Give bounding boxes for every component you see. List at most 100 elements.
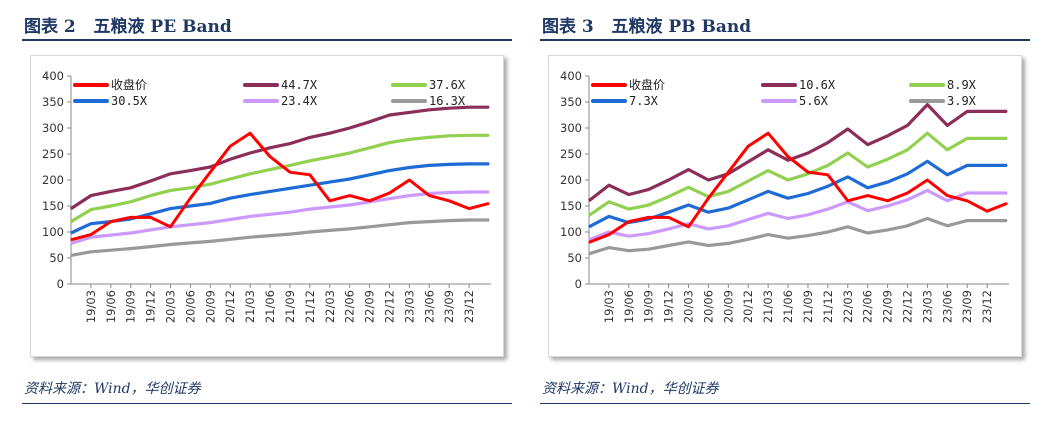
band-point bbox=[209, 183, 211, 185]
x-tick-label: 22/06 bbox=[861, 290, 875, 323]
band-point bbox=[787, 179, 789, 181]
band-series-line bbox=[588, 159, 1007, 229]
pe-band-svg: 0 50 100 150 200 250 300 350 400 19/03 19/06 19/09 1… bbox=[42, 69, 491, 323]
x-tick-label: 22/12 bbox=[900, 290, 914, 323]
x-tick-label: 21/03 bbox=[761, 290, 775, 323]
y-tick-label: 50 bbox=[567, 251, 582, 265]
band-point bbox=[369, 121, 371, 123]
x-tick-label: 23/09 bbox=[442, 290, 456, 323]
band-point bbox=[150, 213, 152, 215]
bottom-rule bbox=[540, 403, 1030, 404]
band-point bbox=[488, 106, 490, 108]
price-point bbox=[488, 202, 490, 204]
price-point bbox=[229, 145, 231, 147]
band-point bbox=[906, 199, 909, 201]
band-point bbox=[428, 136, 430, 138]
chart-title: 五粮液 PB Band bbox=[611, 17, 752, 37]
band-point bbox=[408, 138, 410, 140]
band-point bbox=[269, 235, 271, 237]
band-point bbox=[249, 173, 251, 175]
band-point bbox=[130, 187, 132, 189]
price-point bbox=[628, 221, 630, 223]
price-point bbox=[90, 234, 92, 236]
y-tick-label: 200 bbox=[560, 173, 582, 187]
band-point bbox=[946, 174, 948, 176]
band-point bbox=[329, 132, 331, 134]
price-point bbox=[388, 192, 391, 194]
band-point bbox=[309, 208, 311, 210]
band-point bbox=[608, 215, 610, 217]
band-point bbox=[329, 229, 331, 231]
band-point bbox=[150, 180, 152, 182]
band-point bbox=[608, 184, 610, 186]
band-point bbox=[906, 225, 909, 227]
x-tick-label: 23/03 bbox=[402, 290, 416, 323]
price-point bbox=[727, 171, 729, 173]
band-point bbox=[767, 149, 769, 151]
legend-label: 收盘价 bbox=[629, 77, 665, 92]
band-point bbox=[349, 127, 351, 129]
band-point bbox=[448, 191, 450, 194]
band-point bbox=[628, 250, 630, 252]
band-point bbox=[289, 187, 291, 189]
band-series-line bbox=[70, 218, 489, 257]
band-point bbox=[70, 232, 72, 234]
band-point bbox=[488, 191, 490, 193]
x-tick-label: 20/09 bbox=[721, 290, 735, 323]
band-point bbox=[827, 142, 829, 144]
y-tick-label: 200 bbox=[42, 173, 64, 187]
band-point bbox=[408, 222, 410, 224]
band-point bbox=[269, 147, 271, 149]
band-point bbox=[986, 110, 988, 112]
price-point bbox=[847, 200, 849, 202]
title-rule bbox=[22, 39, 512, 41]
pb-band-svg: 0 50 100 150 200 250 300 350 400 19/03 19/06 19/09 1… bbox=[560, 69, 1009, 323]
source-note: 资料来源：Wind，华创证券 bbox=[542, 381, 719, 397]
band-point bbox=[1006, 192, 1008, 194]
price-point bbox=[966, 200, 968, 202]
price-point bbox=[906, 192, 909, 194]
band-point bbox=[388, 224, 391, 226]
price-point bbox=[269, 156, 271, 158]
band-point bbox=[887, 135, 889, 137]
x-tick-label: 22/03 bbox=[323, 290, 337, 323]
band-point bbox=[668, 179, 670, 181]
band-point bbox=[787, 159, 789, 161]
x-tick-label: 19/12 bbox=[662, 290, 676, 323]
band-point bbox=[388, 114, 391, 116]
price-series-line bbox=[70, 131, 490, 242]
band-point bbox=[229, 178, 231, 180]
band-point bbox=[189, 224, 191, 226]
band-point bbox=[966, 220, 968, 222]
band-point bbox=[408, 195, 410, 197]
band-point bbox=[169, 243, 172, 246]
y-tick-label: 350 bbox=[42, 95, 64, 109]
band-point bbox=[867, 166, 869, 168]
band-point bbox=[727, 207, 729, 209]
x-tick-label: 20/12 bbox=[741, 290, 755, 323]
band-point bbox=[588, 253, 590, 255]
title-rule bbox=[540, 39, 1030, 41]
legend-label: 5.6X bbox=[799, 94, 829, 108]
band-point bbox=[229, 158, 231, 160]
band-point bbox=[966, 137, 968, 139]
band-point bbox=[628, 194, 630, 196]
y-tick-label: 50 bbox=[49, 251, 64, 265]
band-point bbox=[169, 173, 172, 175]
x-tick-label: 21/12 bbox=[303, 290, 317, 323]
band-point bbox=[827, 208, 829, 210]
price-point bbox=[209, 171, 211, 173]
band-point bbox=[588, 214, 590, 216]
band-point bbox=[946, 200, 948, 202]
band-point bbox=[787, 197, 789, 199]
price-point bbox=[787, 156, 789, 158]
price-point bbox=[369, 200, 371, 202]
x-tick-label: 19/06 bbox=[622, 290, 636, 323]
band-point bbox=[887, 205, 889, 207]
band-point bbox=[668, 244, 670, 247]
band-point bbox=[707, 228, 709, 230]
band-series-line bbox=[70, 190, 489, 245]
legend-label: 23.4X bbox=[281, 94, 318, 108]
band-point bbox=[887, 181, 889, 183]
x-tick-label: 20/09 bbox=[203, 290, 217, 323]
